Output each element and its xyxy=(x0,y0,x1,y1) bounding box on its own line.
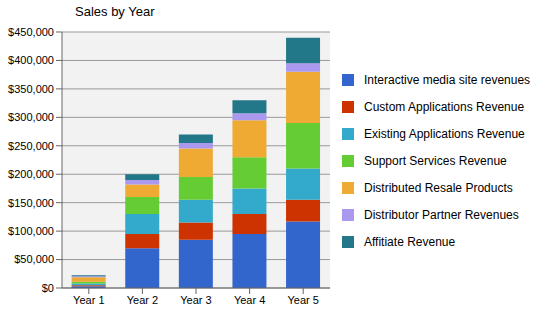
svg-text:Year 1: Year 1 xyxy=(73,294,104,306)
svg-text:Year 2: Year 2 xyxy=(127,294,158,306)
svg-text:$300,000: $300,000 xyxy=(8,111,54,123)
html-text:Affitiate Revenue: Affitiate Revenue xyxy=(364,234,456,249)
svg-text:$100,000: $100,000 xyxy=(8,225,54,237)
svg-text:Year 4: Year 4 xyxy=(234,294,265,306)
html-text:Interactive media site revenue: Interactive media site revenues xyxy=(364,72,531,87)
html-text:Sales by Year: Sales by Year xyxy=(75,4,155,19)
svg-text:$200,000: $200,000 xyxy=(8,168,54,180)
svg-text:$250,000: $250,000 xyxy=(8,140,54,152)
svg-text:$0: $0 xyxy=(42,282,54,294)
html-text:Support Services Revenue: Support Services Revenue xyxy=(364,153,507,168)
svg-text:Year 3: Year 3 xyxy=(180,294,211,306)
svg-text:$400,000: $400,000 xyxy=(8,54,54,66)
svg-text:Year 5: Year 5 xyxy=(287,294,318,306)
svg-text:$150,000: $150,000 xyxy=(8,197,54,209)
html-text:Custom Applications Revenue: Custom Applications Revenue xyxy=(364,99,525,114)
svg-text:$50,000: $50,000 xyxy=(14,253,54,265)
svg-text:$350,000: $350,000 xyxy=(8,83,54,95)
html-text:Existing Applications Revenue: Existing Applications Revenue xyxy=(364,126,525,141)
html-text:Distributor Partner Revenues: Distributor Partner Revenues xyxy=(364,207,519,222)
html-text:Distributed Resale Products: Distributed Resale Products xyxy=(364,180,513,195)
svg-text:$450,000: $450,000 xyxy=(8,26,54,38)
